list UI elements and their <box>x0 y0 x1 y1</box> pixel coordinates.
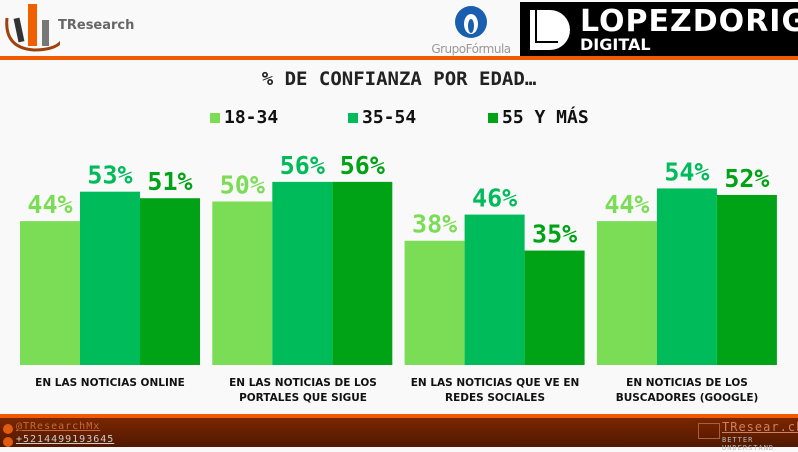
legend-swatch <box>488 112 498 123</box>
data-label: 38% <box>412 210 457 239</box>
category-label: EN NOTICIAS DE LOS BUSCADORES (GOOGLE) <box>615 377 759 404</box>
bar-chart: 44% 53% 51% 50% 56% 56% 38% 46% 35% 44% 54% 52% <box>20 151 777 365</box>
footer: @TResearchMx +5214499193645 TResear.ch B… <box>0 414 798 452</box>
whatsapp-icon <box>3 437 13 447</box>
data-label: 53% <box>87 161 132 190</box>
bar <box>140 198 200 365</box>
twitter-icon <box>3 424 13 434</box>
data-label: 54% <box>664 157 709 186</box>
bar <box>656 188 717 365</box>
header-divider <box>0 56 798 60</box>
tresearch-logo: TResearch <box>58 18 135 33</box>
category-label: EN LAS NOTICIAS QUE VE EN REDES SOCIALES <box>410 377 580 404</box>
chart-title: % DE CONFIANZA POR EDAD… <box>261 68 537 90</box>
bar <box>80 191 140 365</box>
legend-item-18-34: 18-34 <box>210 107 278 128</box>
data-label: 56% <box>340 151 385 180</box>
category-label: EN LAS NOTICIAS DE LOS PORTALES QUE SIGU… <box>229 377 377 404</box>
lopezdoriga-logo: LOPEZDORIGA DIGITAL <box>520 2 798 56</box>
header: TResearch GrupoFórmula LOPEZDORIGA DIGIT… <box>0 0 798 56</box>
tagline: BETTER UNDERSTAND <box>722 436 775 452</box>
legend-item-55-mas: 55 Y MÁS <box>488 107 589 128</box>
category-label: EN LAS NOTICIAS ONLINE <box>35 377 185 389</box>
data-label: 56% <box>280 151 325 180</box>
grupo-formula-logo: GrupoFórmula <box>425 4 517 56</box>
legend-swatch <box>210 112 220 123</box>
bar <box>524 250 585 365</box>
tresearch-logo-icon <box>5 4 60 52</box>
legend-swatch <box>348 112 358 123</box>
data-label: 52% <box>724 164 769 193</box>
bar <box>596 221 657 365</box>
bar <box>20 221 80 365</box>
phone-number: +5214499193645 <box>16 434 115 445</box>
lopezdoriga-icon <box>530 10 570 50</box>
twitter-link[interactable]: @TResearchMx <box>16 421 101 432</box>
bar <box>404 240 465 365</box>
data-label: 51% <box>147 167 192 196</box>
bar <box>716 194 777 365</box>
data-label: 50% <box>220 171 265 200</box>
bar <box>212 201 273 365</box>
bar <box>464 214 525 365</box>
grupo-formula-icon <box>455 6 487 38</box>
legend-item-35-54: 35-54 <box>348 107 416 128</box>
web-icon <box>698 423 720 439</box>
data-label: 44% <box>604 190 649 219</box>
bar <box>332 181 393 365</box>
data-label: 46% <box>472 184 517 213</box>
website-link[interactable]: TResear.ch <box>722 420 798 434</box>
bar <box>272 181 333 365</box>
data-label: 44% <box>27 190 72 219</box>
data-label: 35% <box>532 220 577 249</box>
